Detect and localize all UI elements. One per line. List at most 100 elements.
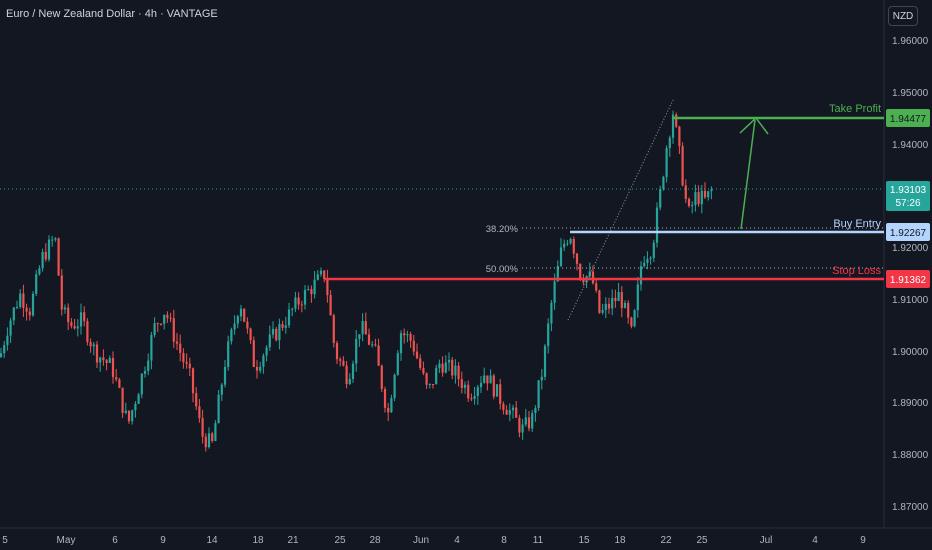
- candle-body: [38, 268, 41, 275]
- candle-body: [531, 413, 534, 429]
- candle-body: [310, 289, 313, 295]
- candle-body: [182, 352, 185, 363]
- y-tick: 1.91000: [892, 295, 929, 306]
- candle-body: [195, 393, 198, 407]
- candle-body: [508, 410, 511, 415]
- candle-body: [92, 344, 95, 347]
- candle-body: [511, 407, 515, 411]
- candle-body: [70, 322, 73, 326]
- candle-body: [9, 320, 12, 336]
- candle-body: [415, 351, 419, 359]
- candle-body: [451, 359, 454, 376]
- candle-body: [67, 307, 70, 323]
- candle-body: [639, 266, 643, 285]
- currency-button[interactable]: NZD: [888, 6, 918, 26]
- candle-body: [454, 365, 457, 376]
- candle-body: [447, 359, 451, 363]
- candle-body: [217, 394, 220, 424]
- x-tick: 25: [696, 535, 708, 546]
- y-tick: 1.88000: [892, 450, 929, 461]
- x-tick: 15: [578, 535, 590, 546]
- candle-body: [118, 379, 121, 388]
- candle-body: [700, 190, 703, 205]
- candle-body: [303, 289, 307, 305]
- y-tick: 1.92000: [892, 243, 929, 254]
- candle-body: [582, 279, 585, 283]
- candle-body: [172, 318, 175, 342]
- candle-body: [611, 297, 614, 309]
- candle-body: [694, 192, 697, 206]
- candle-body: [527, 417, 531, 429]
- candle-body: [236, 316, 239, 324]
- candle-body: [566, 243, 569, 245]
- candle-body: [345, 365, 348, 385]
- take-profit-price-tag: [886, 109, 930, 127]
- candle-body: [543, 345, 547, 377]
- candle-body: [6, 335, 9, 346]
- candle-body: [486, 375, 489, 384]
- x-tick: 11: [533, 535, 544, 546]
- candle-body: [297, 297, 300, 305]
- current-price-tag: [886, 181, 930, 211]
- candle-body: [380, 365, 383, 390]
- candle-body: [598, 290, 601, 313]
- candle-body: [537, 380, 540, 409]
- candle-body: [211, 433, 214, 441]
- x-tick: 9: [160, 535, 166, 546]
- candle-body: [367, 334, 371, 345]
- candle-body: [675, 114, 678, 127]
- x-tick: 18: [252, 535, 264, 546]
- candle-body: [556, 265, 559, 282]
- buy-entry-label: Buy Entry: [833, 218, 881, 230]
- candle-body: [153, 323, 156, 336]
- candle-body: [207, 433, 211, 448]
- candle-body: [476, 387, 479, 397]
- candle-body: [499, 384, 502, 404]
- candle-body: [220, 384, 223, 395]
- candle-body: [534, 408, 537, 414]
- candle-body: [326, 279, 329, 296]
- candle-body: [54, 238, 57, 240]
- candle-body: [547, 323, 550, 346]
- candle-body: [406, 334, 409, 336]
- candle-body: [191, 368, 195, 394]
- candle-body: [108, 358, 111, 363]
- candle-body: [51, 239, 54, 241]
- take-profit-label: Take Profit: [829, 103, 881, 115]
- candle-body: [409, 334, 412, 341]
- y-tick: 1.87000: [892, 502, 929, 513]
- x-tick: 5: [2, 535, 8, 546]
- take-profit-price: 1.94477: [890, 114, 927, 125]
- projection-arrow-shaft: [740, 119, 756, 230]
- candle-body: [348, 378, 351, 385]
- candle-body: [627, 302, 630, 318]
- candle-body: [44, 251, 47, 260]
- candle-body: [665, 148, 668, 177]
- candle-body: [601, 309, 604, 313]
- candle-body: [351, 363, 355, 379]
- candle-body: [495, 384, 499, 397]
- candle-body: [134, 403, 137, 411]
- candle-body: [521, 424, 524, 433]
- candle-body: [28, 311, 31, 316]
- candle-body: [239, 308, 243, 317]
- stop-loss-label: Stop Loss: [832, 265, 881, 277]
- candle-body: [243, 308, 246, 322]
- candle-body: [643, 262, 646, 267]
- y-tick: 1.96000: [892, 36, 929, 47]
- candle-body: [313, 279, 316, 295]
- x-tick: 22: [660, 535, 672, 546]
- candle-body: [278, 324, 281, 341]
- candle-body: [691, 205, 694, 207]
- candle-body: [86, 321, 89, 343]
- candle-body: [147, 360, 150, 371]
- candle-body: [371, 344, 374, 346]
- x-tick: 14: [206, 535, 218, 546]
- candle-body: [390, 398, 393, 413]
- candle-body: [358, 334, 361, 340]
- candle-body: [636, 284, 639, 311]
- candle-body: [428, 383, 431, 385]
- candle-body: [646, 258, 649, 263]
- candle-body: [105, 360, 108, 363]
